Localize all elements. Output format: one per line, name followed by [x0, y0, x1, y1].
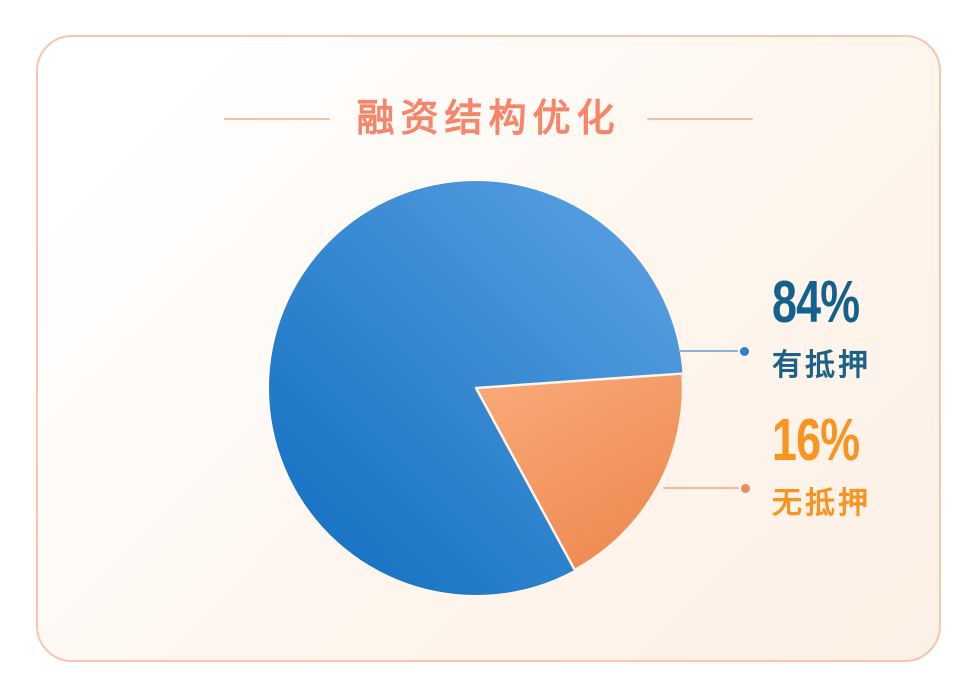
pie-slice-unmortgaged: [474, 372, 684, 572]
title-line-right: [646, 118, 753, 120]
leader-dot-unmortgaged: [741, 484, 750, 493]
stat-unmortgaged-percent: 16%: [772, 405, 860, 473]
stat-mortgaged-percent: 84%: [772, 267, 860, 335]
stat-unmortgaged: 16% 无抵押: [772, 405, 881, 522]
leader-line-mortgaged: [678, 350, 738, 352]
pie-chart: [269, 181, 684, 595]
stat-unmortgaged-label: 无抵押: [772, 487, 871, 520]
chart-title-row: 融资结构优化: [38, 95, 939, 143]
leader-line-unmortgaged: [663, 487, 739, 489]
leader-dot-mortgaged: [740, 347, 749, 356]
chart-title: 融资结构优化: [356, 98, 621, 140]
infographic-card: 融资结构优化 84% 有抵押 16% 无抵押: [36, 35, 941, 662]
stat-mortgaged-label: 有抵押: [772, 349, 871, 382]
title-line-left: [224, 118, 331, 120]
stat-mortgaged: 84% 有抵押: [772, 267, 881, 384]
